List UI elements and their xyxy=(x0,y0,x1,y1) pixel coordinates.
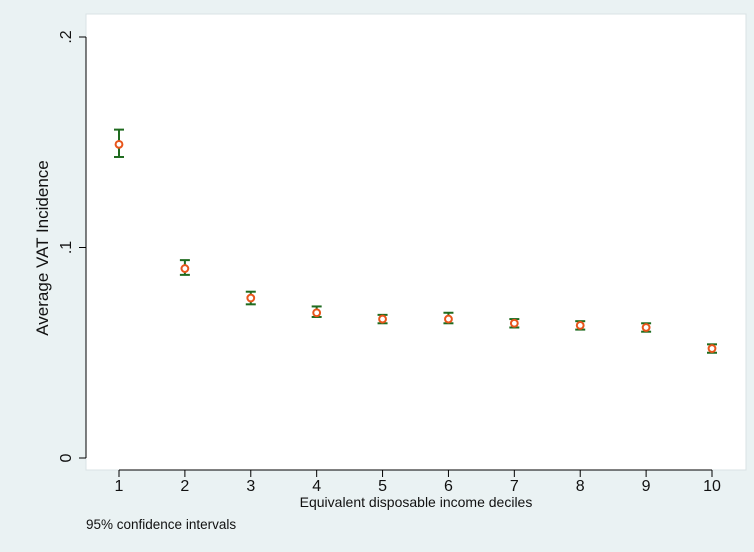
y-axis-label: Average VAT Incidence xyxy=(33,160,52,335)
data-point xyxy=(641,323,651,332)
x-tick-label: 9 xyxy=(642,478,651,495)
data-point xyxy=(707,344,717,353)
y-tick-label: 0 xyxy=(58,453,75,462)
x-tick-label: 2 xyxy=(180,478,189,495)
data-point xyxy=(575,320,585,330)
x-axis-ticks: 1 2 3 4 5 6 7 8 9 10 xyxy=(115,470,721,495)
x-tick-label: 1 xyxy=(115,478,124,495)
x-tick-label: 5 xyxy=(378,478,387,495)
x-tick-label: 4 xyxy=(312,478,321,495)
data-point xyxy=(180,264,190,273)
x-axis-label: Equivalent disposable income deciles xyxy=(300,494,533,510)
x-tick-label: 3 xyxy=(246,478,255,495)
chart-note: 95% confidence intervals xyxy=(86,517,236,532)
y-tick-label: .1 xyxy=(58,241,75,254)
data-point xyxy=(312,308,322,318)
x-tick-label: 7 xyxy=(510,478,519,495)
y-tick-label: .2 xyxy=(58,30,75,43)
x-tick-label: 8 xyxy=(576,478,585,495)
data-point xyxy=(378,314,387,324)
data-point xyxy=(246,293,256,303)
data-point xyxy=(509,318,519,328)
x-tick-label: 10 xyxy=(703,478,721,495)
data-point xyxy=(114,139,124,149)
data-marks xyxy=(114,128,717,354)
x-tick-label: 6 xyxy=(444,478,453,495)
plot-area xyxy=(85,13,747,471)
data-point xyxy=(444,314,453,324)
y-axis-ticks: 0 .1 .2 xyxy=(58,30,86,462)
